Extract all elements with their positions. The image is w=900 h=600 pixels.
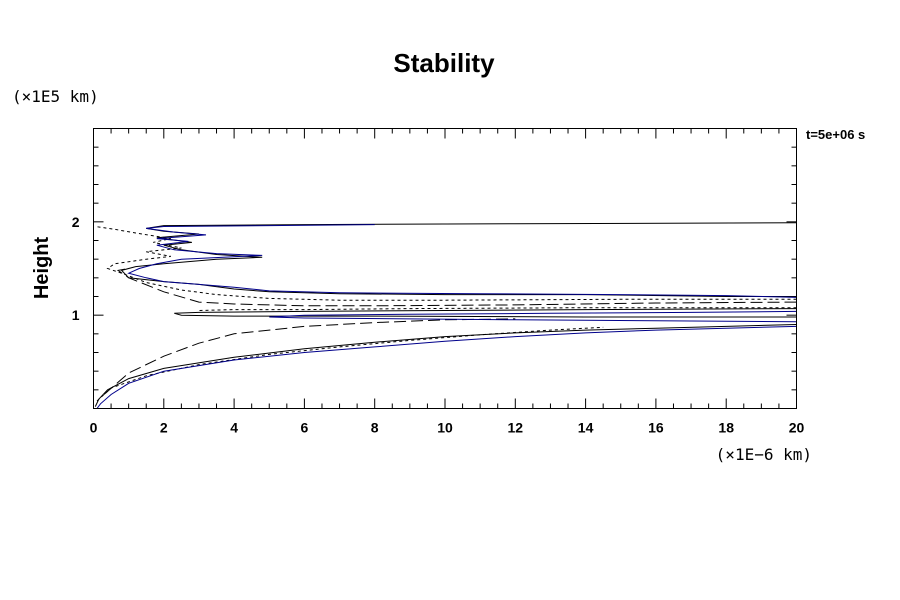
series-line-4 [96,325,797,409]
time-annotation: t=5e+06 s [806,127,865,142]
x-tick-label: 2 [160,420,168,436]
series-line-5 [174,308,797,318]
y-tick-label: 1 [72,307,80,323]
series-line-11 [127,224,797,298]
x-tick-label: 20 [789,420,805,436]
x-tick-label: 12 [508,420,524,436]
x-tick-label: 8 [371,420,379,436]
series-line-3 [103,318,516,395]
series-line-9 [120,222,797,297]
plot-lines [94,222,797,409]
series-line-6 [198,307,797,311]
series-line-2 [96,326,604,402]
series-line-8 [95,226,797,301]
x-tick-label: 6 [301,420,309,436]
y-axis-unit: (×1E5 km) [12,87,99,106]
series-line-10 [269,310,797,323]
x-tick-label: 14 [578,420,594,436]
plot-frame [93,128,797,409]
axis-ticks [93,128,797,409]
x-tick-label: 10 [437,420,453,436]
x-tick-label: 16 [648,420,664,436]
y-tick-label: 2 [72,214,80,230]
x-axis-unit: (×1E−6 km) [716,445,812,464]
y-axis-label: Height [31,237,53,300]
x-tick-label: 4 [230,420,238,436]
x-tick-label: 18 [718,420,734,436]
chart-title: Stability [393,48,495,78]
x-tick-label: 0 [90,420,98,436]
